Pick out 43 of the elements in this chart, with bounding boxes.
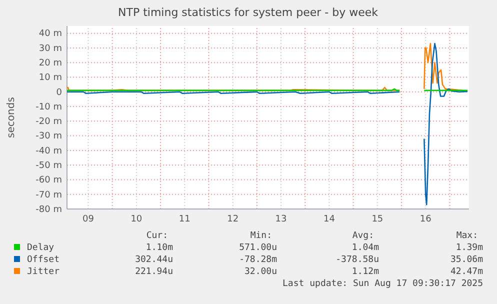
x-tick-label: 16 <box>420 214 432 224</box>
y-tick-label: 20 m <box>38 58 62 68</box>
x-tick-label: 14 <box>323 214 336 224</box>
text: 1.04m <box>352 243 379 253</box>
y-tick-label: -30 m <box>36 132 62 142</box>
x-tick-label: 11 <box>178 214 190 224</box>
y-tick-label: -60 m <box>36 176 62 186</box>
legend-label: Offset <box>27 255 60 265</box>
text: 1.10m <box>146 243 173 253</box>
text: 302.44u <box>135 255 173 265</box>
y-axis-title: seconds <box>6 97 17 138</box>
text: 571.00u <box>239 243 277 253</box>
y-tick-label: -40 m <box>36 146 62 156</box>
text: Min: <box>250 231 272 241</box>
y-tick-label: -70 m <box>36 190 62 200</box>
y-tick-label: -80 m <box>36 204 62 215</box>
y-tick-label: 40 m <box>38 29 62 40</box>
legend-label: Delay <box>27 243 55 253</box>
y-tick-label: -50 m <box>36 160 62 171</box>
text: 32.00u <box>244 267 277 277</box>
x-tick-label: 13 <box>275 214 287 224</box>
text: Max: <box>456 231 478 241</box>
x-tick-label: 15 <box>372 214 384 224</box>
text: 1.12m <box>352 267 379 277</box>
x-tick-label: 09 <box>82 214 94 224</box>
y-tick-label: 10 m <box>38 73 62 84</box>
y-tick-label: -20 m <box>36 117 62 128</box>
legend-label: Jitter <box>27 267 60 277</box>
x-tick-label: 12 <box>227 214 239 224</box>
chart-title: NTP timing statistics for system peer - by week <box>118 6 379 19</box>
y-tick-label: -10 m <box>36 102 62 112</box>
text: 42.47m <box>450 267 483 277</box>
y-tick-label: 30 m <box>38 44 62 54</box>
y-tick-label: 0 <box>56 88 62 98</box>
text: Last update: Sun Aug 17 09:30:17 2025 <box>282 279 483 289</box>
text: 35.06m <box>450 255 483 265</box>
text: 221.94u <box>135 267 173 277</box>
text: -78.28m <box>239 255 277 265</box>
text: Avg: <box>352 231 374 241</box>
text: Cur: <box>146 231 168 241</box>
x-tick-label: 10 <box>130 214 142 224</box>
text: -378.58u <box>336 255 379 265</box>
text: 1.39m <box>456 243 483 253</box>
